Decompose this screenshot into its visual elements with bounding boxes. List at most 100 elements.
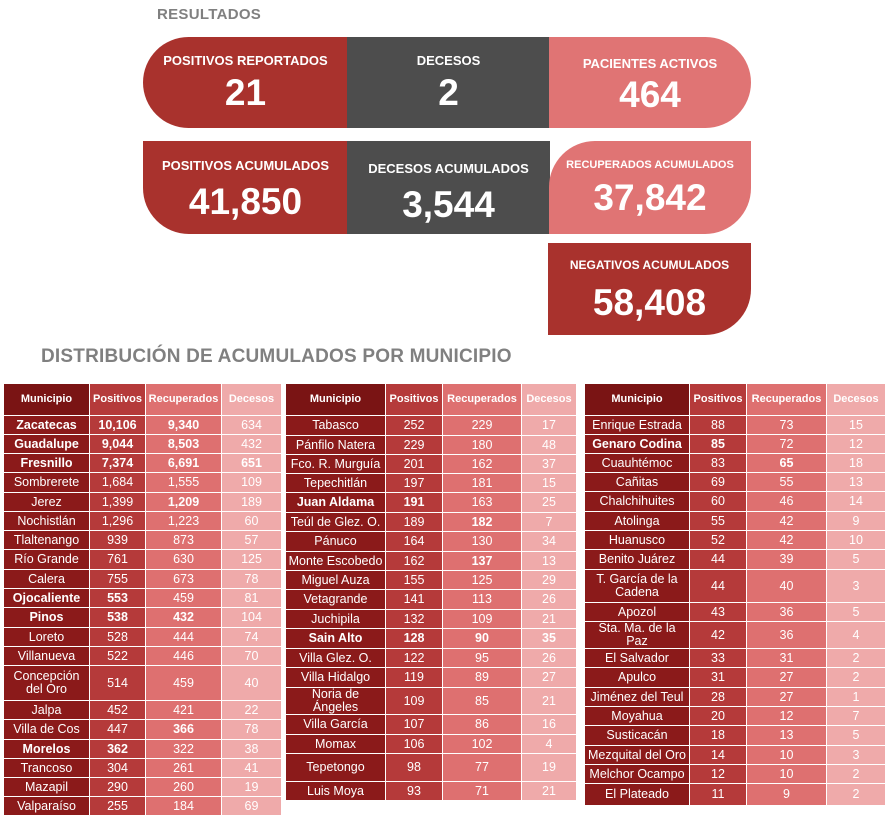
municipio-cell: Guadalupe [3, 434, 90, 454]
municipio-cell: Valparaíso [3, 796, 90, 816]
municipio-cell: Mezquital del Oro [584, 745, 690, 765]
recuperados-cell: 421 [145, 700, 222, 720]
municipio-cell: Jerez [3, 492, 90, 512]
table-row: Guadalupe 9,044 8,503 432 [3, 434, 282, 454]
table-row: El Plateado 11 9 2 [584, 783, 886, 806]
positivos-header: Positivos [89, 383, 146, 416]
municipio-cell: Pánuco [285, 531, 386, 552]
positivos-cell: 14 [689, 745, 747, 765]
recuperados-cell: 55 [746, 472, 827, 492]
municipio-cell: Pánfilo Natera [285, 435, 386, 455]
decesos-cell: 5 [826, 602, 886, 622]
decesos-cell: 69 [221, 796, 282, 816]
municipio-cell: Trancoso [3, 758, 90, 778]
recuperados-cell: 113 [442, 589, 522, 610]
decesos-cell: 13 [826, 472, 886, 492]
recuperados-cell: 13 [746, 725, 827, 746]
table-row: Zacatecas 10,106 9,340 634 [3, 415, 282, 435]
table-row: Trancoso 304 261 41 [3, 758, 282, 778]
decesos-cell: 2 [826, 667, 886, 688]
decesos-cell: 27 [521, 667, 577, 688]
decesos-cell: 14 [826, 491, 886, 512]
positivos-cell: 98 [385, 753, 443, 782]
municipio-cell: Miguel Auza [285, 570, 386, 590]
recuperados-cell: 162 [442, 454, 522, 474]
recuperados-header: Recuperados [145, 383, 222, 416]
recuperados-cell: 27 [746, 667, 827, 688]
municipio-cell: Juan Aldama [285, 492, 386, 513]
positivos-cell: 132 [385, 609, 443, 629]
decesos-cell: 81 [221, 588, 282, 608]
positivos-cell: 522 [89, 646, 146, 666]
table-row: Chalchihuites 60 46 14 [584, 491, 886, 512]
municipio-cell: Villanueva [3, 646, 90, 666]
decesos-acumulados-value: 3,544 [402, 184, 495, 225]
decesos-cell: 1 [826, 687, 886, 707]
positivos-cell: 164 [385, 531, 443, 552]
table-row: Apulco 31 27 2 [584, 667, 886, 688]
positivos-cell: 9,044 [89, 434, 146, 454]
decesos-cell: 74 [221, 627, 282, 647]
recuperados-cell: 446 [145, 646, 222, 666]
positivos-cell: 201 [385, 454, 443, 474]
municipio-cell: Cañitas [584, 472, 690, 492]
recuperados-cell: 39 [746, 549, 827, 570]
table-row: Villa Hidalgo 119 89 27 [285, 667, 577, 688]
recuperados-cell: 1,209 [145, 492, 222, 512]
decesos-cell: 432 [221, 434, 282, 454]
positivos-cell: 28 [689, 687, 747, 707]
table-row: Loreto 528 444 74 [3, 627, 282, 647]
table-row: Morelos 362 322 38 [3, 739, 282, 759]
table-row: Tabasco 252 229 17 [285, 415, 577, 436]
positivos-cell: 12 [689, 764, 747, 784]
recuperados-cell: 229 [442, 415, 522, 436]
table-row: Jiménez del Teul 28 27 1 [584, 687, 886, 707]
municipio-cell: Jiménez del Teul [584, 687, 690, 707]
recuperados-cell: 27 [746, 687, 827, 707]
decesos-header: Decesos [826, 383, 886, 416]
recuperados-cell: 77 [442, 753, 522, 782]
positivos-cell: 85 [689, 434, 747, 454]
decesos-cell: 78 [221, 719, 282, 740]
table-row: Río Grande 761 630 125 [3, 549, 282, 570]
municipio-table-1: Municipio Positivos Recuperados Decesos Zaca… [3, 383, 282, 816]
decesos-cell: 78 [221, 569, 282, 589]
table-row: Genaro Codina 85 72 12 [584, 434, 886, 454]
decesos-value: 2 [438, 72, 459, 113]
positivos-cell: 10,106 [89, 415, 146, 435]
municipio-cell: Cuauhtémoc [584, 453, 690, 473]
table-row: Apozol 43 36 5 [584, 602, 886, 622]
recuperados-cell: 109 [442, 609, 522, 629]
municipio-cell: Río Grande [3, 549, 90, 570]
recuperados-cell: 36 [746, 602, 827, 622]
table-row: Mezquital del Oro 14 10 3 [584, 745, 886, 765]
recuperados-cell: 9 [746, 783, 827, 806]
decesos-cell: 37 [521, 454, 577, 474]
decesos-cell: 25 [521, 492, 577, 513]
positivos-cell: 44 [689, 549, 747, 570]
decesos-label: DECESOS [416, 53, 481, 68]
positivos-cell: 122 [385, 648, 443, 668]
decesos-cell: 7 [521, 512, 577, 532]
recuperados-cell: 31 [746, 648, 827, 668]
decesos-cell: 38 [221, 739, 282, 759]
positivos-cell: 939 [89, 530, 146, 550]
positivos-cell: 106 [385, 734, 443, 754]
municipio-cell: Apozol [584, 602, 690, 622]
decesos-card: DECESOS 2 [347, 37, 550, 128]
pacientes-activos-card: PACIENTES ACTIVOS 464 [549, 37, 751, 128]
positivos-cell: 88 [689, 415, 747, 435]
decesos-cell: 41 [221, 758, 282, 778]
municipio-cell: Mazapil [3, 777, 90, 797]
municipio-cell: Pinos [3, 607, 90, 628]
table-row: Huanusco 52 42 10 [584, 530, 886, 550]
recuperados-cell: 366 [145, 719, 222, 740]
municipio-cell: Luis Moya [285, 781, 386, 801]
decesos-cell: 13 [521, 551, 577, 571]
municipio-cell: Concepción del Oro [3, 665, 90, 701]
decesos-cell: 12 [826, 434, 886, 454]
positivos-reportados-label: POSITIVOS REPORTADOS [163, 53, 328, 68]
positivos-cell: 1,684 [89, 472, 146, 493]
table-row: Concepción del Oro 514 459 40 [3, 665, 282, 701]
recuperados-cell: 163 [442, 492, 522, 513]
